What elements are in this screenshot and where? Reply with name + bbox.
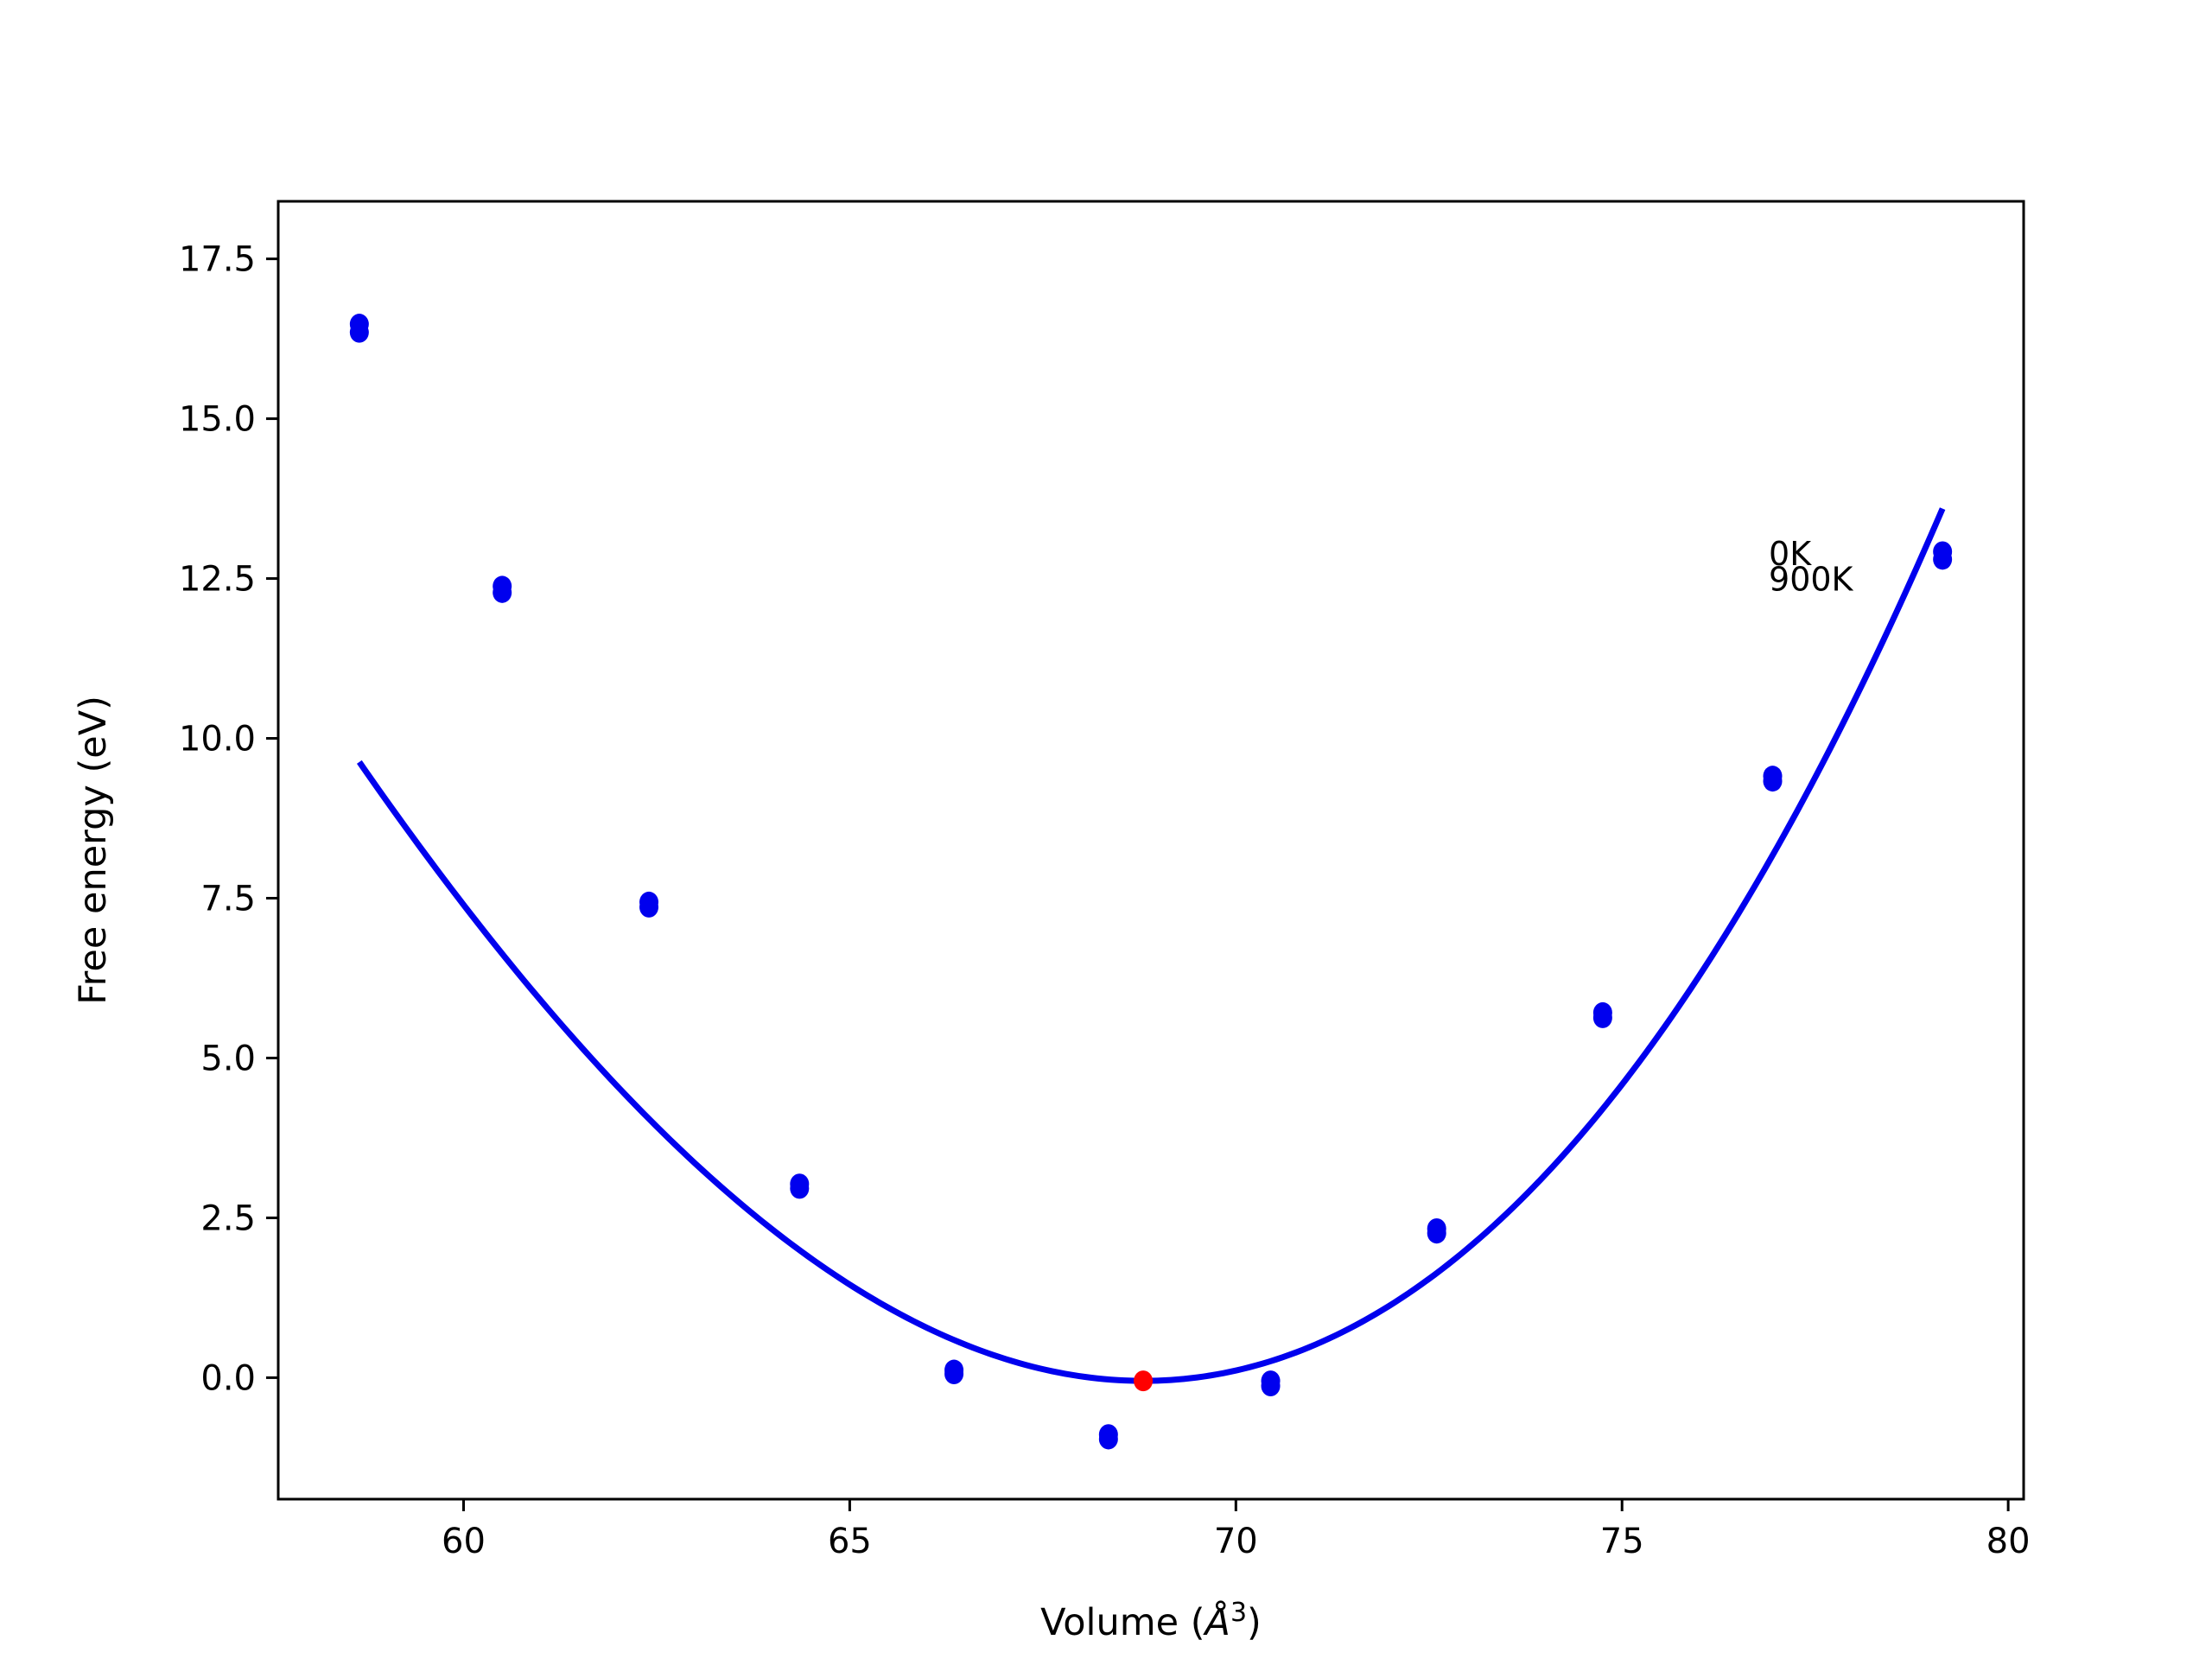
plot-area: [349, 314, 1953, 1450]
x-tick-label: 60: [442, 1522, 486, 1561]
y-axis-label: Free energy (eV): [72, 696, 115, 1005]
data-point: [639, 896, 659, 918]
x-tick-label: 65: [828, 1522, 872, 1561]
x-tick-label: 75: [1600, 1522, 1644, 1561]
x-tick-label: 70: [1214, 1522, 1258, 1561]
y-tick-label: 17.5: [179, 240, 256, 280]
y-tick-label: 0.0: [200, 1358, 256, 1398]
y-tick-label: 5.0: [200, 1039, 256, 1078]
x-axis-label: Volume (Å3): [1040, 1598, 1262, 1644]
data-point: [349, 321, 369, 343]
data-point: [493, 582, 512, 603]
axes-ticks: 60 65 70 75 80 0.0 2.5 5.0 7.5 10.0 12.5 15.0 17.5: [179, 240, 2031, 1561]
data-point: [1427, 1223, 1446, 1244]
axes-frame: [276, 200, 2025, 1501]
data-point: [1933, 549, 1953, 570]
x-tick-label: 80: [1986, 1522, 2031, 1561]
data-point: [790, 1178, 810, 1199]
temperature-annotation: 900K: [1769, 561, 1854, 599]
temperature-annotation: 0K: [1769, 535, 1812, 573]
y-tick-label: 10.0: [179, 720, 256, 760]
y-tick-label: 2.5: [200, 1198, 256, 1238]
y-tick-label: 12.5: [179, 560, 256, 600]
y-tick-label: 7.5: [200, 879, 256, 918]
x-axis-label-text: Volume (: [1040, 1601, 1205, 1644]
data-point: [1098, 1428, 1118, 1450]
data-point: [1261, 1376, 1281, 1397]
data-point: [1763, 771, 1783, 792]
x-axis-label-exponent: 3: [1230, 1598, 1247, 1628]
data-point: [1592, 1007, 1612, 1028]
data-point: [944, 1363, 964, 1384]
minimum-point: [1134, 1370, 1154, 1392]
y-tick-label: 15.0: [179, 400, 256, 440]
x-axis-label-symbol: Å: [1203, 1600, 1230, 1644]
x-axis-label-close: ): [1247, 1601, 1262, 1644]
